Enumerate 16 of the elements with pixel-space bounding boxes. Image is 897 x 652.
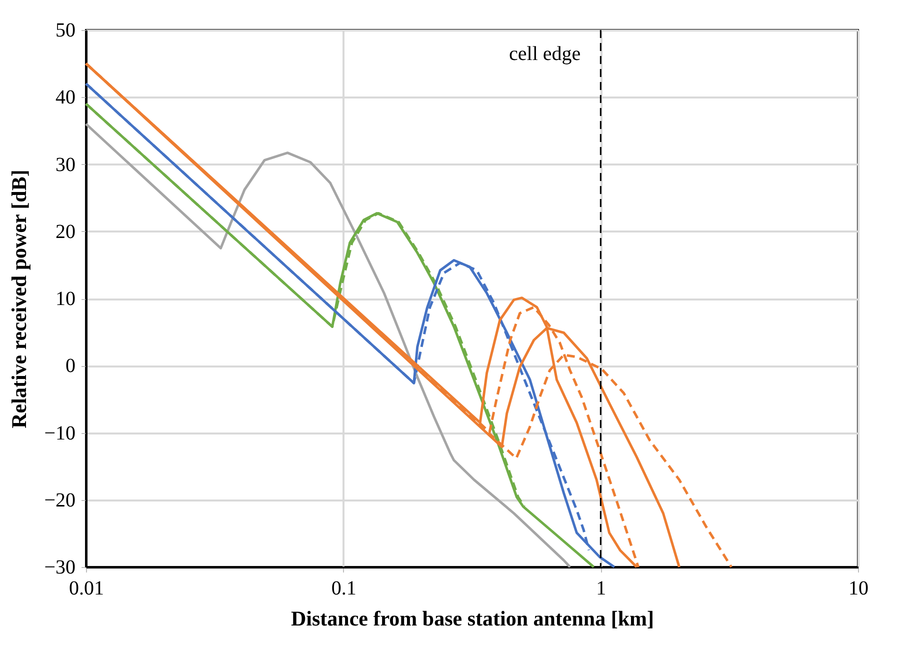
x-tick-label: 0.01 xyxy=(69,578,104,600)
y-tick-label: 20 xyxy=(56,220,76,243)
x-tick-label: 0.1 xyxy=(331,578,356,600)
y-tick-label: 40 xyxy=(56,86,76,109)
x-axis-title: Distance from base station antenna [km] xyxy=(290,606,654,630)
y-tick-label: 50 xyxy=(56,20,76,42)
y-axis-title: Relative received power [dB] xyxy=(7,170,32,428)
y-tick-label: 30 xyxy=(56,154,76,176)
ref-line-label: cell edge xyxy=(509,43,581,65)
x-tick-label: 10 xyxy=(848,578,868,600)
y-tick-label: 0 xyxy=(66,355,76,378)
y-tick-label: −30 xyxy=(44,556,76,578)
y-tick-label: 10 xyxy=(56,288,76,310)
x-tick-label: 1 xyxy=(596,578,606,600)
y-tick-label: −10 xyxy=(44,422,76,444)
y-tick-label: −20 xyxy=(44,489,76,512)
